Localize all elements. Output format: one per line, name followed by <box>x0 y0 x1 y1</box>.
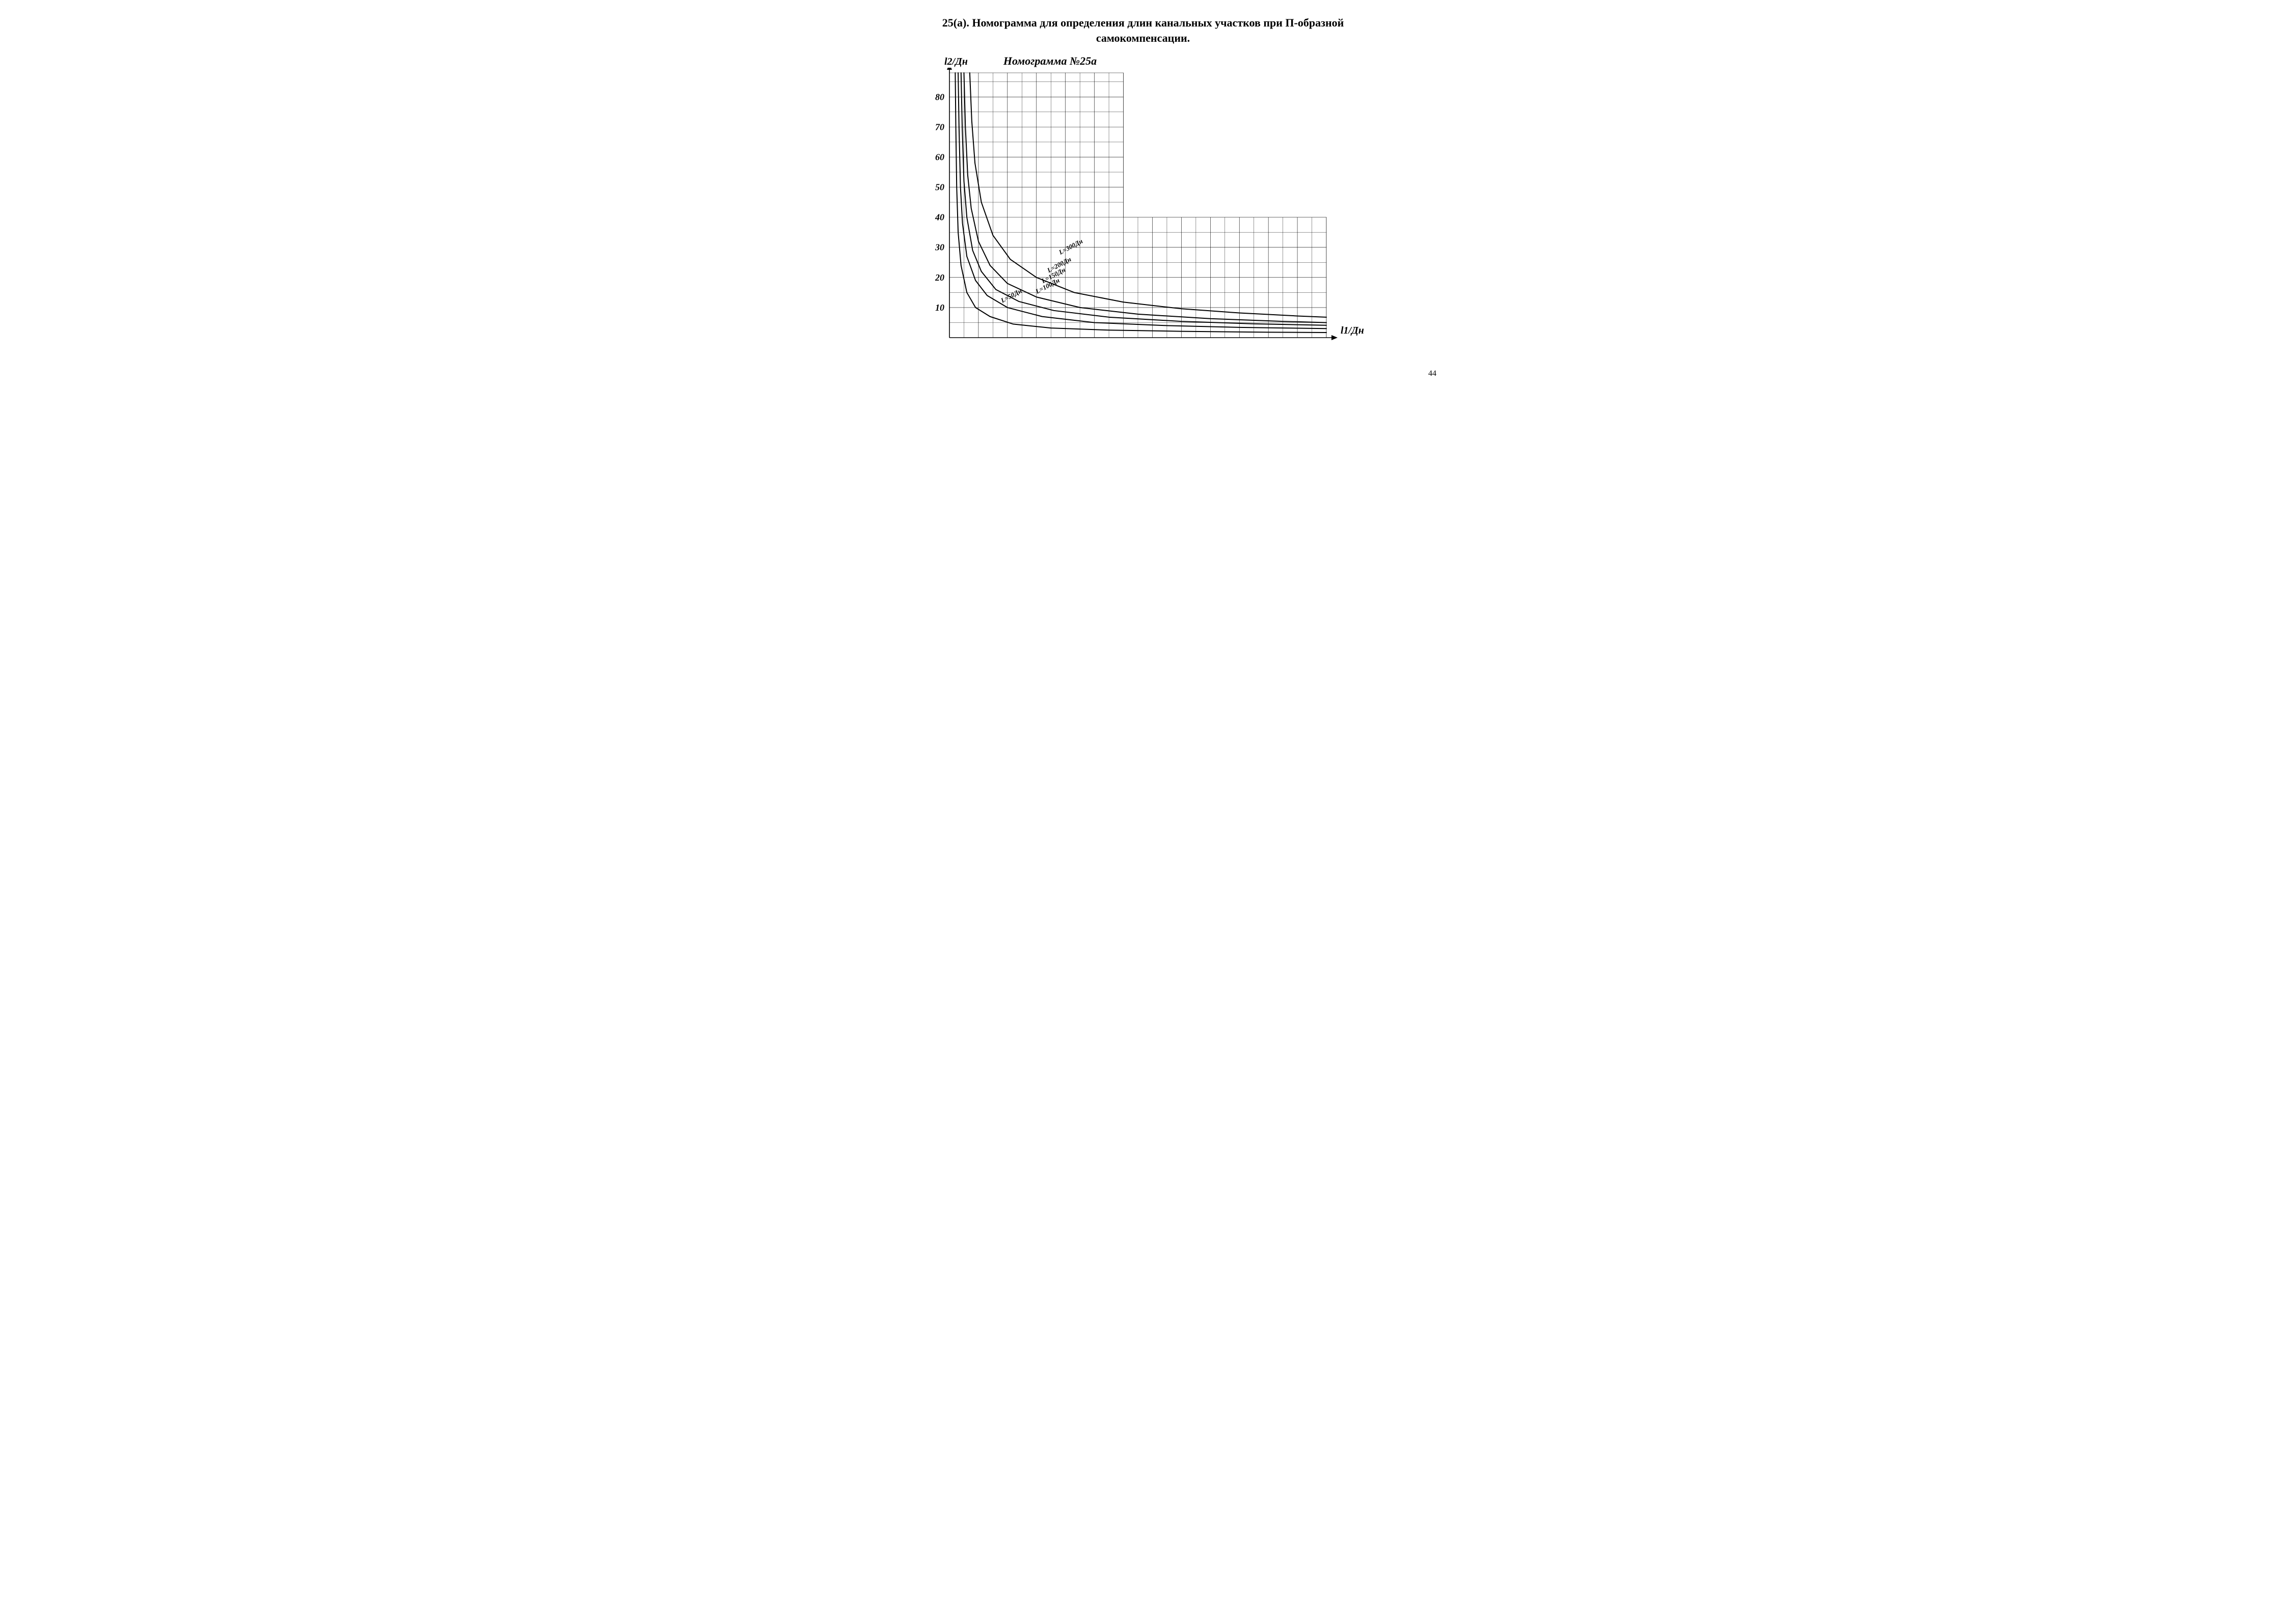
svg-text:20: 20 <box>935 272 944 283</box>
heading-line-2: самокомпенсации. <box>1096 32 1190 44</box>
svg-text:40: 40 <box>935 212 944 223</box>
y-axis-label: l2/Дн <box>944 56 968 68</box>
nomogram-chart: l2/Дн Номограмма №25a 1020304050607080L=… <box>914 54 1372 353</box>
page-title: 25(а). Номограмма для определения длин к… <box>858 15 1428 45</box>
svg-text:70: 70 <box>935 122 944 132</box>
page-number: 44 <box>1428 369 1436 378</box>
svg-text:50: 50 <box>935 182 944 192</box>
svg-text:10: 10 <box>935 302 944 313</box>
svg-text:30: 30 <box>935 242 944 253</box>
heading-line-1: 25(а). Номограмма для определения длин к… <box>942 16 1344 29</box>
nomogram-svg: 1020304050607080L=50ДнL=100ДнL=150ДнL=20… <box>914 68 1372 353</box>
svg-text:80: 80 <box>935 92 944 102</box>
chart-title: Номограмма №25a <box>1003 54 1097 68</box>
svg-text:60: 60 <box>935 152 944 162</box>
svg-text:l1/Дн: l1/Дн <box>1341 325 1364 336</box>
